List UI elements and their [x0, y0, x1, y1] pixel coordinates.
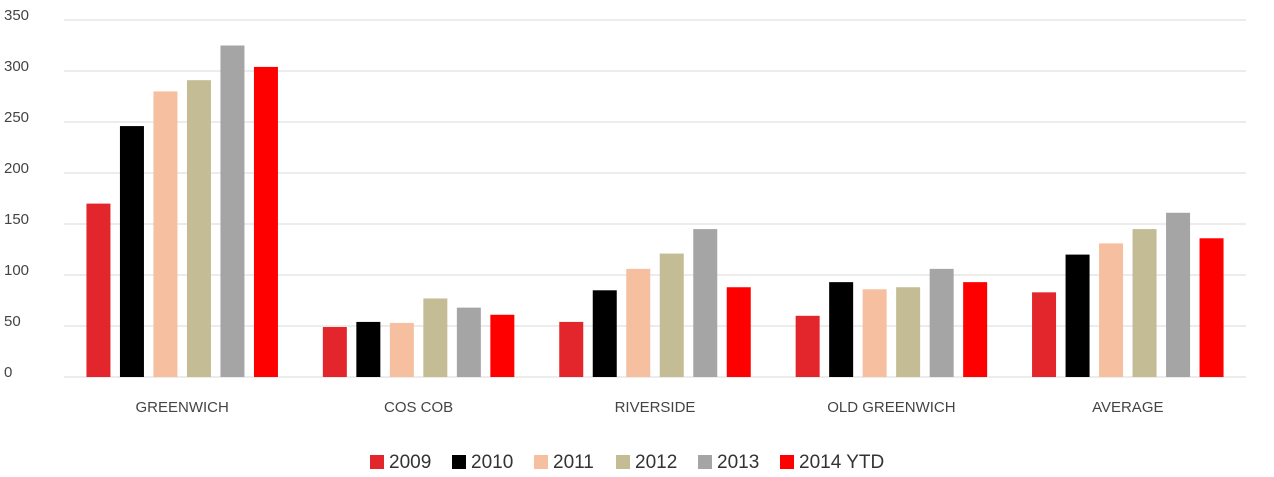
legend-swatch: [370, 455, 384, 469]
bar: [929, 268, 954, 377]
x-tick-label: OLD GREENWICH: [827, 399, 955, 416]
bar: [1065, 254, 1090, 377]
bar: [862, 289, 887, 377]
legend-label: 2012: [635, 452, 677, 472]
bar: [559, 321, 584, 377]
bar: [1166, 212, 1191, 377]
y-tick-label: 200: [4, 160, 29, 177]
y-tick-label: 100: [4, 262, 29, 279]
bar: [1132, 229, 1157, 377]
legend-label: 2013: [717, 452, 759, 472]
bar: [119, 126, 144, 377]
bar: [423, 298, 448, 377]
y-tick-label: 250: [4, 109, 29, 126]
x-tick-label: GREENWICH: [136, 399, 229, 416]
bar: [592, 290, 617, 377]
bar: [389, 322, 414, 377]
x-tick-label: AVERAGE: [1092, 399, 1163, 416]
x-tick-label: COS COB: [384, 399, 453, 416]
bar: [626, 268, 651, 377]
legend-label: 2010: [471, 452, 513, 472]
bar: [153, 91, 178, 378]
bar: [1032, 292, 1057, 377]
y-tick-label: 150: [4, 211, 29, 228]
bar: [1099, 243, 1124, 377]
legend-swatch: [780, 455, 794, 469]
bar: [220, 45, 245, 377]
legend-swatch: [534, 455, 548, 469]
y-tick-label: 50: [4, 313, 21, 330]
legend-label: 2011: [553, 452, 594, 472]
legend-swatch: [452, 455, 466, 469]
x-tick-label: RIVERSIDE: [615, 399, 696, 416]
bar: [490, 314, 515, 377]
y-tick-label: 0: [4, 364, 12, 381]
bar: [253, 66, 278, 378]
bar: [86, 203, 111, 377]
bar: [829, 282, 854, 377]
legend-swatch: [698, 455, 712, 469]
bar: [659, 253, 684, 377]
bar: [322, 327, 347, 377]
y-tick-label: 300: [4, 58, 29, 75]
bar: [693, 229, 718, 377]
bar: [1199, 238, 1224, 377]
y-tick-label: 350: [4, 7, 29, 24]
bar: [456, 307, 481, 377]
bar: [963, 282, 988, 377]
bar: [186, 80, 211, 378]
bar: [356, 321, 381, 377]
legend-swatch: [616, 455, 630, 469]
bar: [896, 287, 921, 377]
bar: [726, 287, 751, 377]
legend-label: 2009: [389, 452, 431, 472]
legend-label: 2014 YTD: [799, 452, 884, 472]
bar: [795, 315, 820, 377]
